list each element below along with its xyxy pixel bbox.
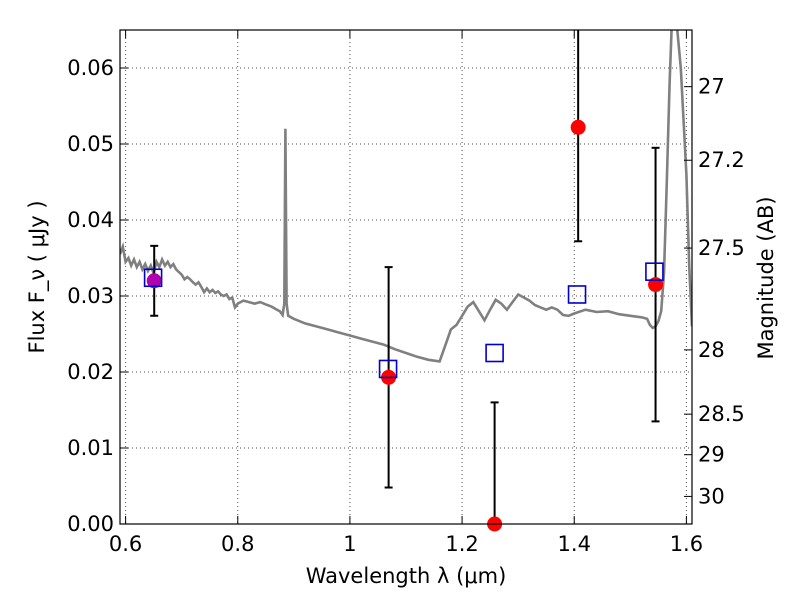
- y-tick-label: 0.02: [67, 360, 114, 384]
- plot-frame: [119, 29, 693, 525]
- y2-tick-label: 29: [698, 443, 725, 467]
- observed-flux-point: [146, 273, 162, 289]
- observed-flux-point: [648, 277, 664, 293]
- x-axis-label: Wavelength λ (μm): [306, 564, 507, 588]
- y2-tick-label: 27.2: [698, 148, 745, 172]
- y-tick-label: 0.04: [67, 208, 114, 232]
- x-tick-label: 1.4: [558, 532, 591, 556]
- y2-tick-label: 27: [698, 75, 725, 99]
- model-photometry-square: [485, 343, 504, 363]
- y-tick-label: 0.00: [67, 512, 114, 536]
- y2-tick-label: 27.5: [698, 236, 745, 260]
- x-tick-label: 1.2: [445, 532, 478, 556]
- x-tick-label: 1.6: [670, 532, 703, 556]
- y2-tick-label: 30: [698, 484, 725, 508]
- y2-tick-label: 28.5: [698, 402, 745, 426]
- grid-lines: [120, 30, 692, 525]
- model-spectrum: [120, 30, 692, 363]
- y-tick-label: 0.03: [67, 284, 114, 308]
- observed-flux-point: [570, 119, 586, 135]
- x-tick-label: 0.8: [221, 532, 254, 556]
- data-markers: [143, 119, 664, 532]
- model-photometry-square: [645, 262, 664, 281]
- model-photometry-square: [143, 268, 163, 288]
- y-tick-label: 0.05: [67, 132, 114, 156]
- y-axis-label: Flux F_ν ( μJy ): [25, 200, 50, 353]
- model-spectrum-line: [120, 30, 692, 363]
- right-axis-label: Magnitude (AB): [754, 196, 778, 359]
- axis-ticks: 0.6 0.8 1 1.2 1.4 1.6 0.00 0.01 0.02 0.03 0.04 0.05…: [67, 30, 745, 556]
- error-bars: [150, 30, 660, 524]
- model-photometry-square: [378, 359, 398, 379]
- model-photometry-square: [567, 285, 587, 304]
- y-tick-label: 0.01: [67, 436, 114, 460]
- x-tick-label: 1: [343, 532, 356, 556]
- x-tick-label: 0.6: [109, 532, 142, 556]
- y2-tick-label: 28: [698, 338, 725, 362]
- y-tick-label: 0.06: [67, 56, 114, 80]
